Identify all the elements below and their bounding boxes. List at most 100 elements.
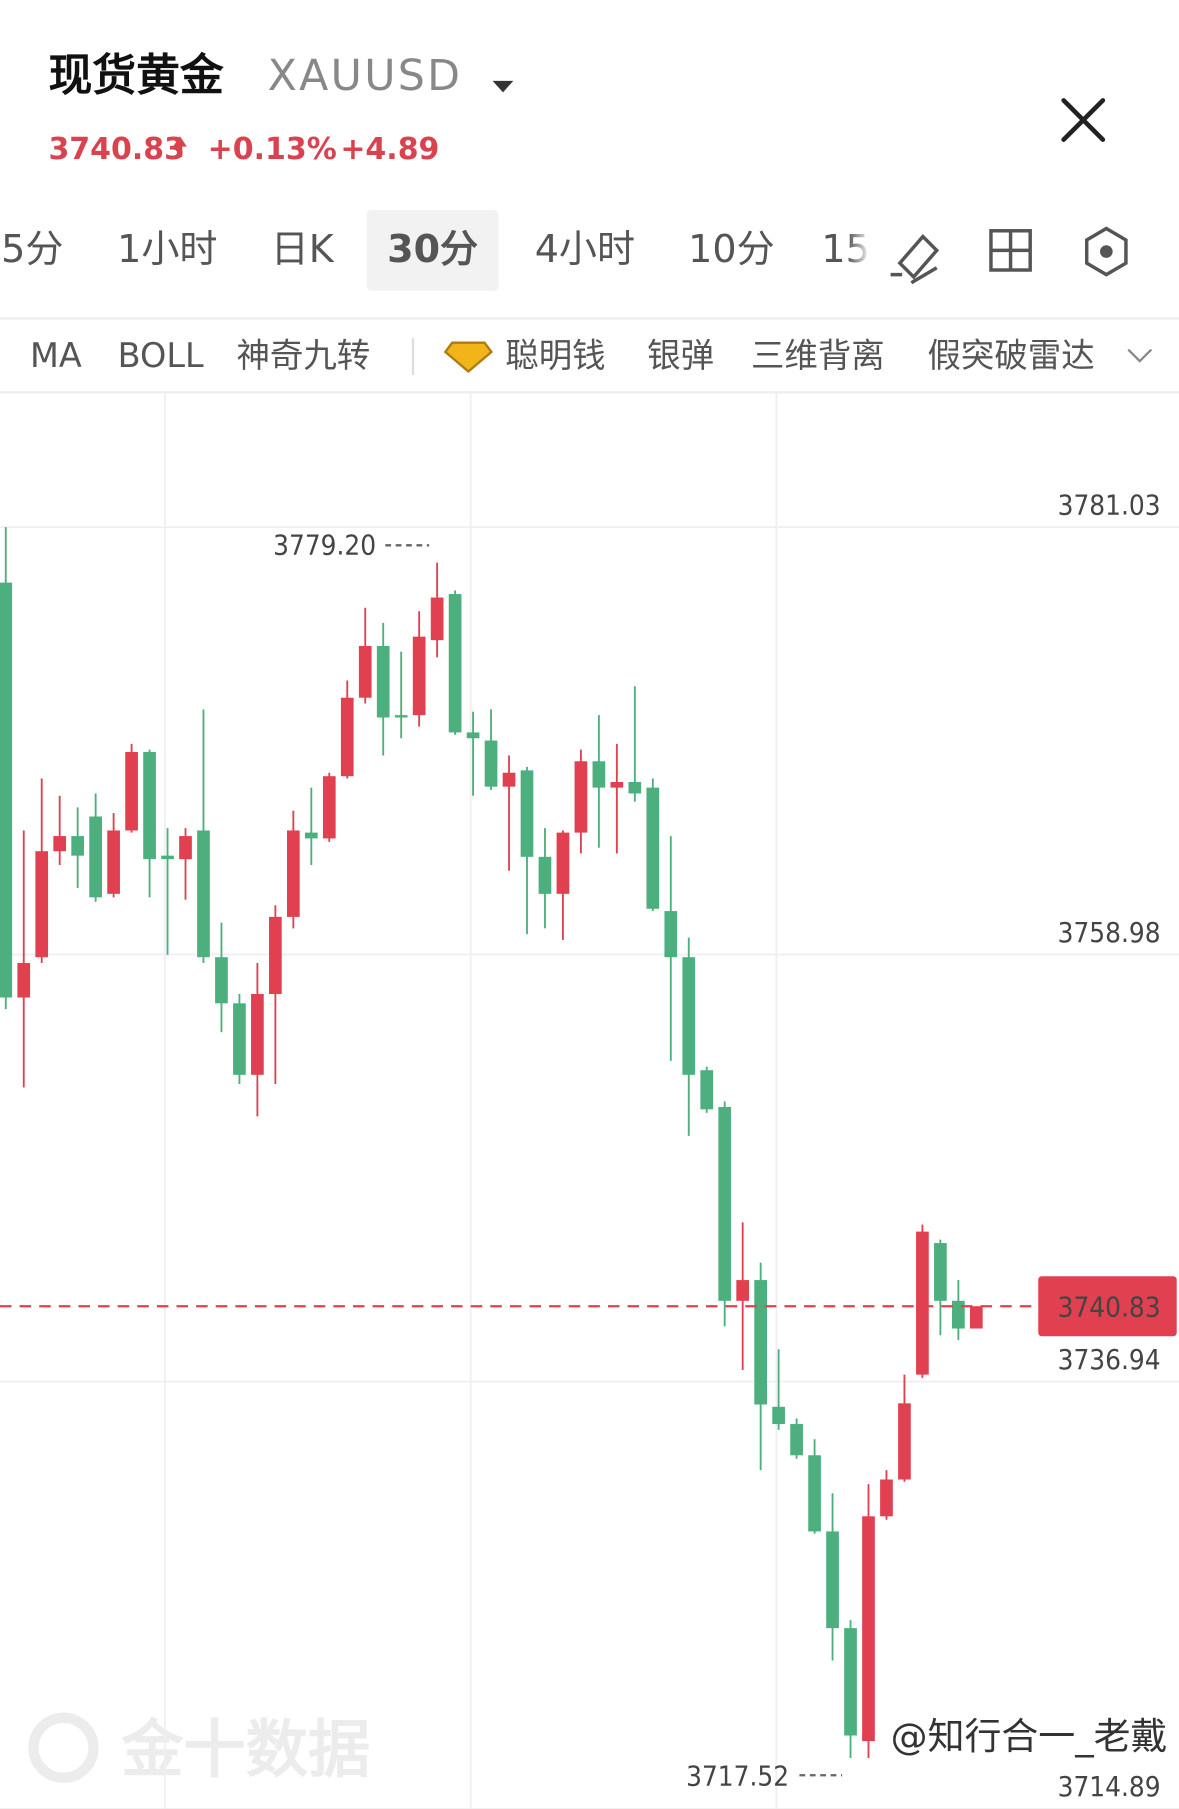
candle-body — [161, 855, 174, 860]
close-button[interactable] — [1061, 98, 1106, 142]
candle-body — [35, 851, 49, 958]
candlestick-chart: 3781.03 3758.98 3736.94 3714.89 3779.20 3717.… — [0, 392, 1179, 1809]
candle-body — [826, 1531, 839, 1629]
premium-indicator-tab[interactable]: 三维背离 — [751, 336, 885, 375]
premium-indicator-tab[interactable]: 银弹 — [647, 336, 714, 375]
watermark: 金十数据 — [28, 1712, 370, 1786]
candle-body — [251, 994, 264, 1075]
indicator-tab[interactable]: 神奇九转 — [236, 336, 370, 375]
candle-body — [682, 957, 696, 1075]
candle-body — [304, 832, 318, 839]
y-tick-label: 3714.89 — [1058, 1770, 1161, 1803]
candle-body — [790, 1424, 803, 1456]
candle-body — [340, 697, 354, 777]
symbol-caret[interactable] — [492, 80, 514, 93]
draw-icon[interactable] — [890, 234, 940, 285]
high-label: 3779.20 — [273, 529, 376, 562]
candle-body — [179, 836, 192, 860]
selected-tab-bg — [366, 210, 499, 291]
toolbar-icons — [890, 226, 1128, 285]
timeframe-tab[interactable]: 30分 — [387, 227, 478, 271]
watermark-logo — [28, 1712, 99, 1783]
settings-icon[interactable] — [1084, 226, 1128, 277]
candle-body — [71, 836, 85, 856]
candle-body — [646, 787, 660, 909]
y-tick-label: 3758.98 — [1058, 916, 1161, 949]
candle-body — [466, 732, 480, 739]
timeframe-tab[interactable]: 10分 — [688, 227, 774, 271]
change: +4.89 — [340, 132, 439, 167]
timeframe-tab[interactable]: 日K — [271, 227, 335, 271]
candle-body — [197, 830, 210, 958]
candle-body — [89, 816, 102, 898]
last-price-label: 3740.83 — [1058, 1291, 1161, 1324]
candle-body — [969, 1306, 983, 1329]
timeframe-tab[interactable]: 5分 — [1, 227, 63, 271]
candle-body — [53, 836, 67, 852]
candle-body — [484, 740, 498, 787]
tab-fade — [847, 207, 871, 295]
title: 现货黄金 — [48, 50, 223, 101]
last-price-box — [1038, 1276, 1177, 1337]
candle-body — [844, 1628, 857, 1736]
candle-body — [808, 1455, 821, 1532]
candle-body — [898, 1403, 911, 1480]
candle-body — [376, 645, 390, 718]
candle-body — [736, 1280, 750, 1301]
candle-body — [412, 636, 426, 716]
candle-body — [125, 751, 138, 831]
indicator-tab[interactable]: BOLL — [118, 336, 204, 375]
candle-body — [664, 911, 678, 958]
candle-body — [934, 1243, 947, 1301]
indicator-tab[interactable]: MA — [30, 336, 82, 375]
candle-body — [538, 856, 552, 894]
settings-dot — [1099, 245, 1113, 258]
candle-body — [215, 957, 228, 1004]
header: 现货黄金 XAUUSD 3740.83 +0.13% +4.89 — [48, 50, 1106, 167]
price: 3740.83 — [48, 132, 185, 167]
timeframe-tabs: 5分 1小时 日K 30分 4小时 10分 15 — [1, 210, 870, 291]
candle-body — [700, 1070, 714, 1110]
candle-body — [916, 1231, 929, 1375]
candle-body — [592, 761, 606, 788]
premium-indicator-tab[interactable]: 假突破雷达 — [928, 336, 1095, 375]
watermark-brand: 金十数据 — [120, 1713, 370, 1786]
candle-body — [502, 772, 516, 787]
symbol[interactable]: XAUUSD — [268, 51, 463, 101]
watermark-author: @知行合一_老戴 — [891, 1715, 1168, 1758]
premium-indicator-tab[interactable]: 聪明钱 — [505, 336, 605, 375]
candle-body — [430, 597, 444, 641]
candle-body — [520, 770, 534, 857]
candle-body — [628, 782, 642, 794]
candle-body — [880, 1479, 893, 1517]
expand-chevron[interactable] — [1127, 348, 1153, 363]
candle-body — [322, 776, 336, 839]
premium-icon — [443, 341, 494, 374]
change-pct: +0.13% — [208, 132, 337, 167]
candle-body — [448, 594, 462, 733]
y-tick-label: 3781.03 — [1058, 488, 1161, 521]
candle-body — [394, 715, 408, 718]
candle-body — [17, 963, 31, 998]
candle-body — [718, 1107, 732, 1301]
candle-body — [233, 1003, 246, 1075]
y-tick-label: 3736.94 — [1058, 1343, 1161, 1376]
candle-body — [0, 582, 13, 998]
candle-body — [143, 751, 156, 860]
candle-body — [358, 645, 372, 698]
candle-body — [754, 1280, 767, 1405]
candle-body — [269, 916, 282, 995]
candle-body — [610, 782, 624, 788]
indicator-bar: MA BOLL 神奇九转 聪明钱 银弹 三维背离 假突破雷达 — [30, 336, 1153, 375]
candle-body — [556, 832, 570, 894]
candle-body — [952, 1300, 965, 1329]
candle-body — [286, 830, 300, 917]
candle-body — [574, 761, 588, 833]
timeframe-tab[interactable]: 4小时 — [535, 227, 635, 271]
candle-body — [772, 1406, 785, 1425]
timeframe-tab[interactable]: 1小时 — [117, 227, 217, 271]
low-label: 3717.52 — [686, 1760, 789, 1793]
candle-body — [107, 830, 120, 894]
